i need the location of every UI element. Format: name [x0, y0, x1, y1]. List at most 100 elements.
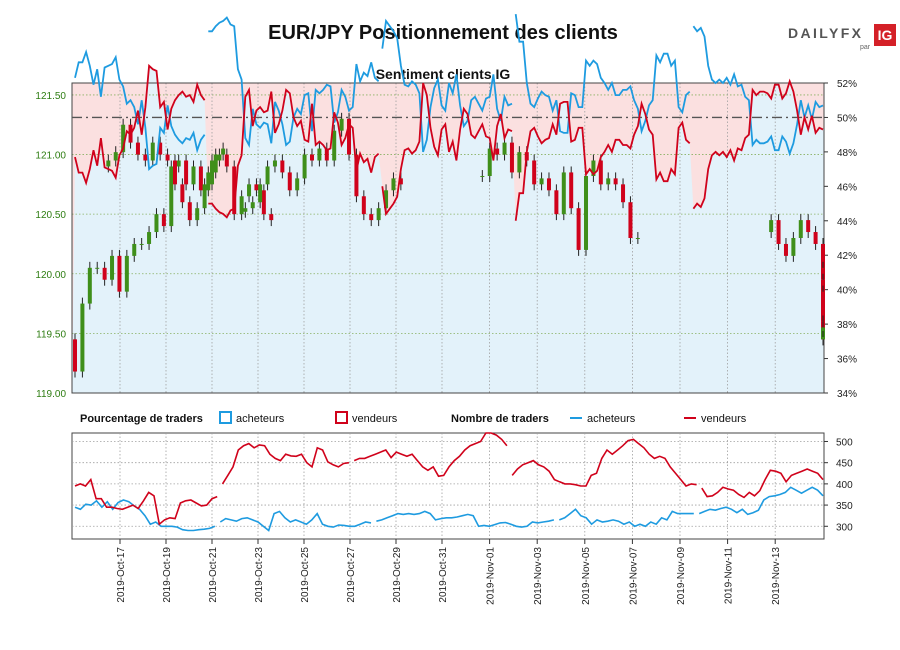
candle: [239, 196, 244, 215]
vendeurs-count-line: [353, 432, 508, 478]
date-tick-label: 2019-Nov-01: [486, 547, 497, 605]
ig-logo-box: IG: [874, 24, 896, 46]
candle: [354, 154, 359, 197]
trader-count-panel: 300 350 400 450 500: [71, 432, 853, 540]
candle: [606, 178, 611, 185]
legend-pct-buyers-swatch: [219, 411, 232, 424]
candle: [480, 176, 485, 177]
candle: [487, 148, 492, 176]
acheteurs-count-line: [74, 499, 216, 532]
candle: [798, 220, 803, 238]
price-tick-label: 119.00: [36, 389, 66, 400]
price-sentiment-panel: 119.00 119.50 120.00 120.50 121.00 121.50 34% 3…: [35, 13, 857, 400]
candle: [391, 178, 396, 191]
vendeurs-count-line: [74, 477, 218, 526]
candle: [554, 190, 559, 215]
date-tick-label: 2019-Oct-27: [346, 547, 357, 603]
candle: [569, 172, 574, 209]
candle: [287, 172, 292, 191]
candle: [124, 255, 129, 292]
vendeurs-pct-line: [381, 82, 513, 217]
date-tick-label: 2019-Nov-13: [771, 547, 782, 605]
date-tick-label: 2019-Oct-21: [208, 547, 219, 603]
candle: [217, 154, 222, 161]
candle: [135, 142, 140, 155]
date-axis: 2019-Oct-17 2019-Oct-19 2019-Oct-21 2019-Oc…: [116, 539, 782, 605]
candle: [191, 166, 196, 185]
legend-pct-sellers-swatch: [335, 411, 348, 424]
pct-tick-label: 52%: [837, 79, 857, 90]
vendeurs-count-line: [701, 468, 824, 499]
pct-tick-label: 46%: [837, 182, 857, 193]
candle: [361, 196, 366, 215]
acheteurs-pct-line: [381, 18, 513, 153]
buyers-area-background: [72, 65, 824, 394]
candle: [621, 184, 626, 203]
candle: [309, 154, 314, 161]
candle: [509, 142, 514, 173]
pct-tick-label: 38%: [837, 320, 857, 331]
candle: [546, 178, 551, 191]
candle: [502, 142, 507, 155]
candle: [517, 152, 522, 173]
pct-tick-label: 34%: [837, 389, 857, 400]
candle: [117, 255, 122, 292]
candle: [150, 142, 155, 161]
pct-tick-label: 50%: [837, 113, 857, 124]
candle: [202, 184, 207, 209]
candle: [280, 160, 285, 173]
candle: [539, 178, 544, 185]
candle: [295, 178, 300, 191]
candle: [176, 160, 181, 167]
vendeurs-pct-line: [208, 86, 380, 219]
candle: [139, 243, 144, 245]
legend-count-title: Nombre de traders: [451, 413, 549, 425]
legend: Pourcentage de traders acheteurs vendeur…: [80, 411, 747, 425]
candle: [213, 154, 218, 173]
count-panel-frame: [71, 432, 825, 540]
candle: [261, 190, 266, 215]
pct-tick-label: 44%: [837, 217, 857, 228]
candle: [532, 160, 537, 185]
candle: [172, 160, 177, 185]
candle: [73, 339, 77, 372]
candle: [495, 148, 500, 155]
pct-tick-label: 36%: [837, 355, 857, 366]
date-tick-label: 2019-Nov-07: [628, 547, 639, 605]
candle: [95, 267, 100, 269]
pct-tick-label: 48%: [837, 148, 857, 159]
candle: [806, 220, 811, 233]
candle: [821, 327, 825, 331]
pct-tick-label: 40%: [837, 286, 857, 297]
acheteurs-count-line: [559, 508, 694, 528]
acheteurs-pct-line: [514, 13, 691, 135]
date-tick-label: 2019-Oct-29: [392, 547, 403, 603]
candle: [813, 232, 818, 244]
candle: [821, 291, 825, 322]
acheteurs-pct-line: [74, 48, 206, 171]
candle: [776, 220, 781, 244]
price-tick-label: 120.50: [35, 210, 66, 221]
legend-count-buyers: acheteurs: [587, 413, 636, 425]
date-tick-label: 2019-Nov-09: [676, 547, 687, 605]
acheteurs-count-line: [376, 510, 555, 528]
candle: [198, 166, 203, 191]
candle: [169, 166, 174, 227]
candle: [398, 178, 403, 185]
candle: [791, 238, 796, 256]
acheteurs-count-line: [698, 486, 824, 516]
price-tick-label: 120.00: [35, 270, 66, 281]
count-tick-label: 500: [836, 437, 853, 448]
vendeurs-pct-line: [74, 63, 206, 186]
price-panel-frame: [71, 82, 825, 394]
candle: [376, 208, 381, 221]
candle: [206, 172, 211, 191]
chart-title: EUR/JPY Positionnement des clients: [268, 22, 618, 44]
vendeurs-count-line: [511, 438, 697, 487]
candle: [598, 160, 603, 185]
pct-tick-label: 42%: [837, 251, 857, 262]
candle: [384, 190, 389, 209]
candle: [158, 142, 163, 155]
candle: [106, 160, 111, 167]
